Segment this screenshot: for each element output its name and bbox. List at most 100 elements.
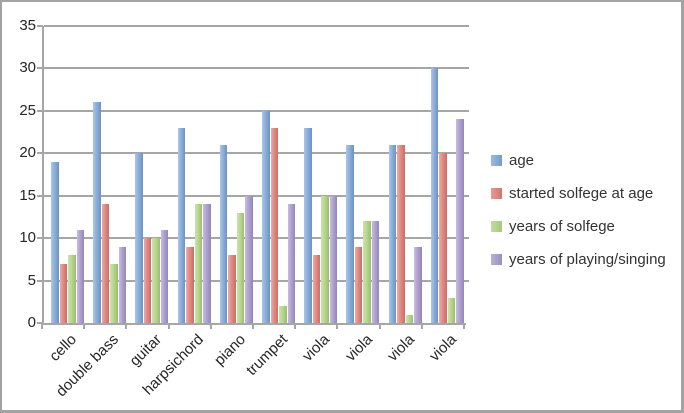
y-axis-tick-label: 25 [19, 101, 36, 119]
bar-age [430, 68, 439, 323]
bar-started-solfege-at-age [439, 153, 447, 323]
bar-years-of-solfege [236, 212, 245, 323]
y-axis-tick-mark [37, 322, 43, 324]
bar-groups-container [44, 26, 466, 323]
bar-years-of-playing-singing [118, 246, 127, 323]
bar-age [304, 127, 312, 323]
legend-item-age: age [491, 153, 666, 168]
bar-group-viola-9 [424, 26, 466, 323]
bar-started-solfege-at-age [228, 255, 236, 323]
bar-group-viola-8 [382, 26, 424, 323]
bar-years-of-solfege [194, 204, 203, 323]
y-axis-tick-mark [37, 109, 43, 112]
bar-years-of-solfege [68, 255, 76, 323]
bar-years-of-playing-singing [414, 246, 422, 323]
x-axis-tick-mark [420, 324, 423, 329]
bar-group-double-bass-1 [86, 26, 128, 323]
bar-age [388, 144, 397, 323]
legend: age started solfege at age years of solfeg… [491, 153, 666, 267]
y-axis-tick-mark [37, 67, 43, 70]
bar-years-of-playing-singing [160, 229, 169, 323]
bar-started-solfege-at-age [186, 246, 194, 323]
y-axis-tick-mark [37, 25, 43, 27]
bar-age [177, 127, 186, 323]
bar-years-of-playing-singing [456, 119, 464, 323]
x-axis-category-label: guitar [126, 331, 165, 370]
bar-years-of-playing-singing [245, 195, 253, 323]
legend-item-years-of-playing-singing: years of playing/singing [491, 252, 666, 267]
y-axis-tick-mark [37, 152, 43, 155]
bar-years-of-solfege [110, 263, 118, 323]
x-axis-tick-mark [209, 324, 212, 329]
gridline [44, 25, 469, 27]
bar-group-piano-4 [213, 26, 255, 323]
x-axis-tick-mark [167, 324, 170, 329]
plot-area [42, 25, 469, 325]
x-axis-category-label: piano [211, 331, 249, 369]
bar-age [93, 102, 101, 323]
legend-item-years-of-solfege: years of solfege [491, 219, 666, 234]
x-axis-category-label: trumpet [243, 331, 292, 379]
x-axis-tick-mark [378, 324, 381, 329]
gridline [44, 109, 469, 112]
bar-started-solfege-at-age [143, 238, 152, 323]
bar-group-harpsichord-3 [171, 26, 213, 323]
bar-started-solfege-at-age [101, 204, 110, 323]
bar-age [135, 153, 143, 323]
x-axis-category-label: viola [383, 331, 418, 365]
bar-age [262, 110, 270, 323]
legend-label: age [509, 152, 535, 169]
gridline [44, 194, 469, 197]
y-axis-tick-label: 10 [19, 229, 36, 247]
x-axis-category-label: viola [299, 331, 334, 365]
x-axis-tick-mark [294, 324, 297, 329]
bar-group-cello-0 [44, 26, 86, 323]
x-axis-tick-mark [83, 324, 86, 329]
x-axis-tick-mark [252, 324, 254, 329]
bar-group-guitar-2 [128, 26, 170, 323]
bar-group-trumpet-5 [255, 26, 297, 323]
legend-swatch-icon [491, 221, 502, 232]
x-axis-tick-mark [336, 324, 339, 329]
y-axis-tick-label: 0 [27, 314, 36, 331]
bar-age [346, 144, 354, 323]
y-axis-tick-label: 20 [19, 144, 36, 162]
gridline [44, 237, 469, 240]
legend-label: started solfege at age [509, 185, 654, 202]
bar-group-viola-7 [339, 26, 381, 323]
y-axis-tick-mark [37, 237, 43, 240]
bar-years-of-playing-singing [329, 195, 338, 323]
bar-group-viola-6 [297, 26, 339, 323]
gridline [44, 152, 469, 155]
bar-years-of-playing-singing [76, 229, 84, 323]
bar-years-of-solfege [152, 238, 160, 323]
bar-started-solfege-at-age [312, 255, 321, 323]
legend-swatch-icon [491, 188, 502, 199]
bar-years-of-solfege [447, 297, 456, 323]
legend-swatch-icon [491, 155, 502, 166]
y-axis-tick-label: 35 [19, 17, 36, 34]
bar-years-of-solfege [363, 221, 371, 323]
legend-swatch-icon [491, 254, 502, 265]
x-axis-tick-mark [125, 324, 128, 329]
y-axis-tick-mark [37, 194, 43, 197]
bar-years-of-playing-singing [203, 204, 211, 323]
bar-years-of-solfege [405, 314, 414, 323]
y-axis-tick-label: 30 [19, 59, 36, 77]
legend-label: years of solfege [509, 218, 615, 235]
bar-age [219, 144, 228, 323]
y-axis-tick-label: 15 [19, 186, 36, 204]
bar-years-of-solfege [279, 306, 287, 323]
x-axis-category-label: viola [341, 331, 376, 365]
bar-started-solfege-at-age [270, 127, 279, 323]
bar-years-of-playing-singing [371, 221, 380, 323]
y-axis-tick-mark [37, 279, 43, 282]
bar-started-solfege-at-age [397, 144, 405, 323]
x-axis-tick-mark [463, 324, 465, 329]
bar-age [51, 161, 59, 323]
gridline [44, 67, 469, 70]
gridline [44, 279, 469, 282]
x-axis-category-label: viola [426, 331, 460, 365]
legend-item-started-solfege-at-age: started solfege at age [491, 186, 666, 201]
